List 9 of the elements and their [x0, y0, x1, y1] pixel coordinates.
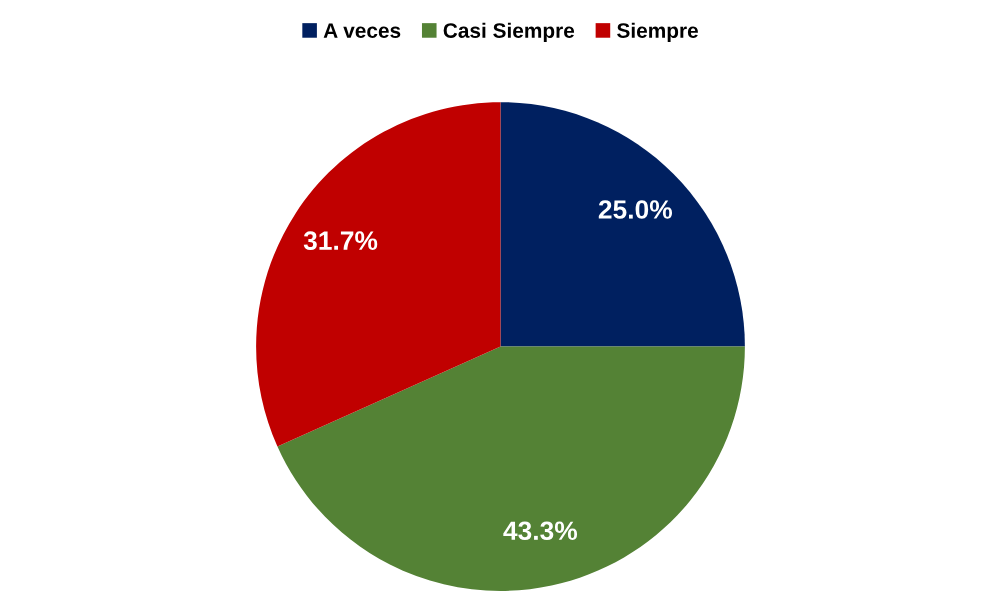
- pie-slice: [277, 346, 745, 591]
- legend-label: Siempre: [617, 22, 698, 43]
- legend-label: A veces: [323, 23, 401, 38]
- legend-label: Casi Siempre: [443, 22, 575, 43]
- data-label: 43.3%: [503, 521, 578, 541]
- data-label: 25.0%: [598, 200, 673, 219]
- pie-slice: [500, 102, 745, 347]
- pie-slice: [256, 102, 501, 447]
- data-label: 31.7%: [303, 231, 378, 251]
